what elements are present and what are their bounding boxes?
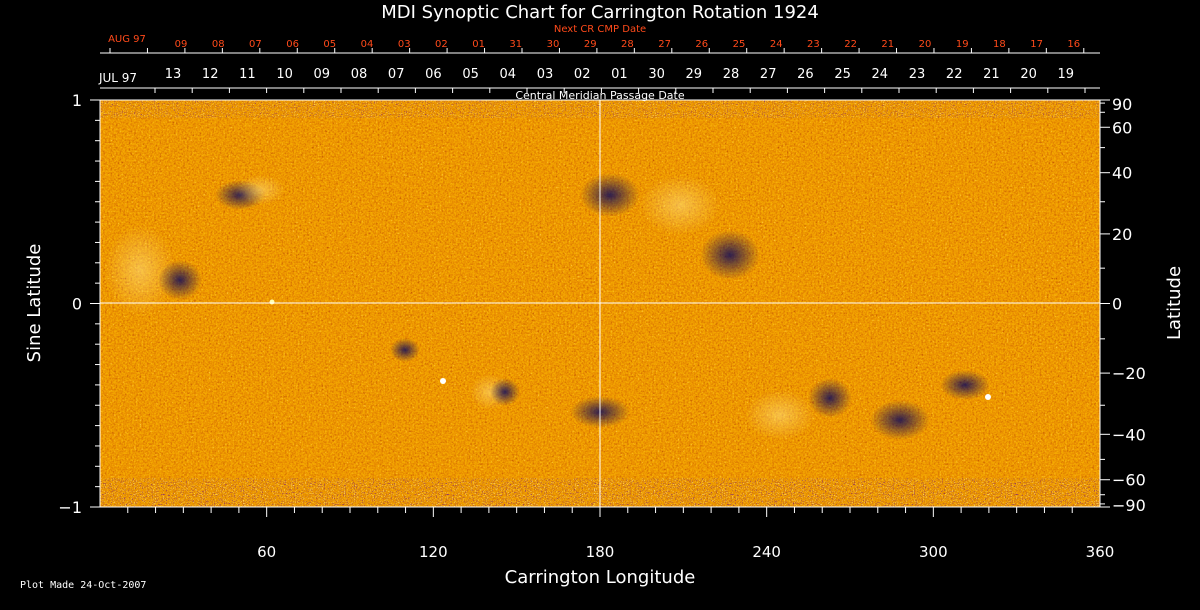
- y-axis-left: 1 0 −1: [58, 91, 100, 517]
- y-right-tick-label: 60: [1112, 118, 1132, 137]
- next-date-label: 26: [695, 39, 708, 50]
- y-axis-right: 90 60 40 20 0 −20 −40 −60 −90: [1100, 95, 1146, 515]
- next-date-label: 24: [770, 39, 783, 50]
- chart-title: MDI Synoptic Chart for Carrington Rotati…: [381, 2, 819, 23]
- current-cr-month: JUL 97: [98, 71, 137, 85]
- next-date-label: 20: [919, 39, 932, 50]
- current-date-label: 27: [760, 67, 777, 82]
- next-date-label: 30: [547, 39, 560, 50]
- x-tick-label: 300: [919, 543, 948, 561]
- x-tick-label: 360: [1086, 543, 1115, 561]
- current-date-label: 19: [1058, 67, 1075, 82]
- next-date-label: 23: [807, 39, 820, 50]
- y-right-tick-label: −60: [1112, 471, 1146, 490]
- current-date-label: 22: [946, 67, 963, 82]
- current-date-label: 08: [351, 67, 368, 82]
- current-date-label: 21: [983, 67, 1000, 82]
- y-axis-right-title: Latitude: [1164, 266, 1185, 340]
- next-date-label: 06: [286, 39, 299, 50]
- current-date-label: 06: [425, 67, 442, 82]
- top-axis-current: JUL 97 Central Meridian Passage Date 13 1…: [98, 67, 1100, 102]
- next-date-label: 27: [658, 39, 671, 50]
- next-date-label: 04: [361, 39, 374, 50]
- plot-footer: Plot Made 24-Oct-2007: [20, 580, 147, 591]
- next-date-label: 07: [249, 39, 262, 50]
- current-date-label: 25: [834, 67, 851, 82]
- current-date-label: 03: [537, 67, 554, 82]
- next-date-label: 01: [472, 39, 485, 50]
- next-date-label: 18: [993, 39, 1006, 50]
- y-right-tick-label: −40: [1112, 425, 1146, 444]
- next-date-label: 29: [584, 39, 597, 50]
- x-axis: 60 120 180 240 300 360: [127, 507, 1115, 561]
- y-left-tick-label: 1: [72, 91, 82, 110]
- current-date-label: 07: [388, 67, 405, 82]
- next-date-label: 16: [1067, 39, 1080, 50]
- x-axis-title: Carrington Longitude: [505, 567, 696, 588]
- next-date-label: 21: [881, 39, 894, 50]
- y-right-tick-label: 20: [1112, 225, 1132, 244]
- current-date-label: 04: [500, 67, 517, 82]
- current-cr-label: Central Meridian Passage Date: [515, 89, 684, 102]
- current-date-label: 05: [462, 67, 479, 82]
- current-date-label: 12: [202, 67, 219, 82]
- next-date-label: 25: [733, 39, 746, 50]
- next-date-label: 08: [212, 39, 225, 50]
- next-date-label: 09: [175, 39, 188, 50]
- y-left-tick-label: 0: [72, 295, 82, 314]
- current-date-label: 10: [276, 67, 293, 82]
- next-date-label: 03: [398, 39, 411, 50]
- y-axis-left-title: Sine Latitude: [24, 244, 45, 363]
- current-date-label: 23: [909, 67, 926, 82]
- current-date-label: 01: [611, 67, 628, 82]
- next-date-label: 02: [435, 39, 448, 50]
- y-right-tick-label: 90: [1112, 95, 1132, 114]
- next-date-label: 31: [509, 39, 522, 50]
- current-date-label: 26: [797, 67, 814, 82]
- next-date-label: 19: [956, 39, 969, 50]
- top-axis-next: Next CR CMP Date AUG 97 09 08 07 06 05 04 03 02…: [100, 24, 1100, 54]
- current-date-label: 20: [1020, 67, 1037, 82]
- current-date-label: 09: [314, 67, 331, 82]
- next-cr-month: AUG 97: [108, 34, 146, 45]
- y-right-tick-label: −20: [1112, 364, 1146, 383]
- next-cr-label: Next CR CMP Date: [554, 24, 646, 35]
- y-left-tick-label: −1: [58, 498, 82, 517]
- current-date-label: 28: [723, 67, 740, 82]
- y-right-tick-label: −90: [1112, 496, 1146, 515]
- next-date-label: 28: [621, 39, 634, 50]
- active-regions: [105, 173, 991, 440]
- current-date-label: 02: [574, 67, 591, 82]
- next-date-label: 22: [844, 39, 857, 50]
- current-date-label: 24: [872, 67, 889, 82]
- current-date-label: 30: [648, 67, 665, 82]
- current-date-label: 11: [239, 67, 256, 82]
- current-date-label: 29: [686, 67, 703, 82]
- next-date-label: 17: [1030, 39, 1043, 50]
- x-tick-label: 180: [586, 543, 615, 561]
- x-tick-label: 240: [752, 543, 781, 561]
- current-date-label: 13: [165, 67, 182, 82]
- y-right-tick-label: 0: [1112, 295, 1122, 314]
- x-tick-label: 60: [257, 543, 276, 561]
- y-right-tick-label: 40: [1112, 164, 1132, 183]
- next-date-label: 05: [323, 39, 336, 50]
- x-tick-label: 120: [419, 543, 448, 561]
